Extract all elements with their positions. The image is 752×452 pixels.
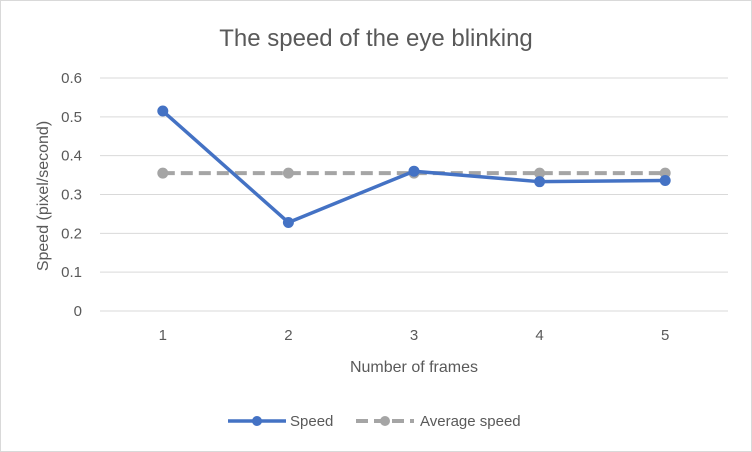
y-tick-label: 0.2 bbox=[61, 225, 82, 242]
y-axis-ticks: 0 0.1 0.2 0.3 0.4 0.5 0.6 bbox=[61, 70, 82, 320]
y-tick-label: 0.3 bbox=[61, 187, 82, 204]
average-speed-point bbox=[282, 167, 294, 179]
x-axis-title: Number of frames bbox=[350, 359, 478, 376]
legend-item-average-speed: Average speed bbox=[420, 413, 521, 430]
speed-point bbox=[659, 175, 671, 187]
speed-point bbox=[534, 176, 546, 188]
average-speed-point bbox=[157, 167, 169, 179]
legend: Speed Average speed bbox=[228, 413, 521, 430]
x-axis-ticks: 1 2 3 4 5 bbox=[159, 327, 670, 344]
y-tick-label: 0.4 bbox=[61, 148, 82, 165]
y-tick-label: 0.5 bbox=[61, 109, 82, 126]
gridlines bbox=[100, 77, 728, 312]
x-tick-label: 3 bbox=[410, 327, 418, 344]
legend-marker bbox=[252, 416, 262, 426]
legend-item-speed: Speed bbox=[290, 413, 333, 430]
speed-point bbox=[282, 216, 294, 228]
x-tick-label: 2 bbox=[284, 327, 292, 344]
chart-title: The speed of the eye blinking bbox=[219, 25, 533, 52]
y-tick-label: 0.6 bbox=[61, 70, 82, 87]
series-layer bbox=[157, 105, 671, 228]
speed-point bbox=[157, 105, 169, 117]
x-tick-label: 5 bbox=[661, 327, 669, 344]
legend-marker bbox=[380, 416, 390, 426]
y-axis-title: Speed (pixel/second) bbox=[35, 121, 52, 271]
x-tick-label: 1 bbox=[159, 327, 167, 344]
x-tick-label: 4 bbox=[535, 327, 543, 344]
speed-point bbox=[408, 165, 420, 177]
y-tick-label: 0 bbox=[74, 303, 82, 320]
y-tick-label: 0.1 bbox=[61, 264, 82, 281]
